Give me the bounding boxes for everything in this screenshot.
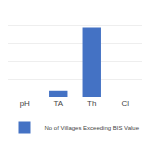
svg-text:pH: pH xyxy=(20,99,30,108)
svg-text:No of Villages Exceeding BIS V: No of Villages Exceeding BIS Value xyxy=(45,125,140,131)
svg-text:Cl: Cl xyxy=(121,99,129,108)
svg-text:Th: Th xyxy=(87,99,96,108)
svg-text:TA: TA xyxy=(53,99,63,108)
